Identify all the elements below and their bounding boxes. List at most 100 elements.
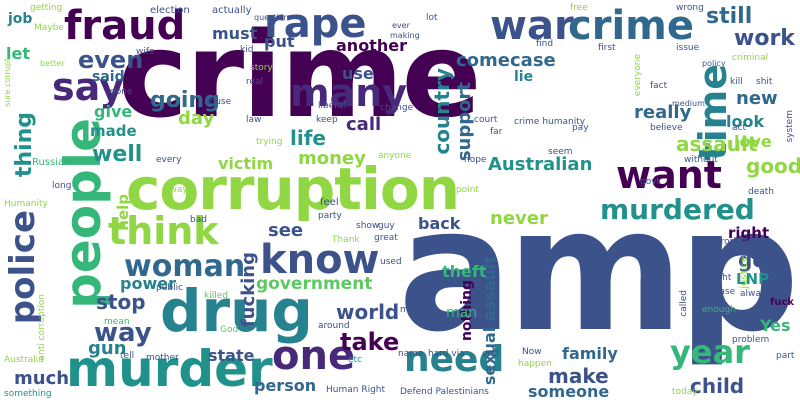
word-first: first: [598, 43, 616, 53]
word-work: work: [734, 26, 795, 51]
word-shit: shit: [756, 77, 773, 87]
word-crime-large: crime: [118, 6, 482, 144]
word-let: let: [6, 44, 30, 63]
word-justice: justice: [739, 256, 750, 289]
word-one: one: [272, 333, 356, 379]
word-policy: policy: [702, 59, 726, 68]
word-without: without: [684, 155, 718, 165]
word-put: put: [264, 32, 295, 51]
word-election: election: [150, 5, 190, 16]
word-world: world: [336, 300, 400, 324]
word-mean: mean: [104, 317, 130, 327]
word-wife: wife: [136, 47, 155, 57]
word-fraud: fraud: [64, 3, 186, 49]
word-law: law: [246, 115, 262, 125]
word-back: back: [418, 214, 461, 233]
word-crime-humanity: crime humanity: [514, 117, 586, 127]
word-Defend-Palestinians: Defend Palestinians: [400, 387, 489, 397]
word-Human-Right: Human Right: [326, 385, 386, 395]
word-end: end: [482, 349, 499, 359]
word-killed: killed: [204, 291, 228, 301]
word-good: good: [746, 154, 800, 178]
word-job: job: [8, 11, 33, 27]
word-liberal: liberal: [318, 101, 346, 111]
word-love: love: [734, 132, 772, 151]
word-jail: jail: [704, 261, 718, 271]
word-thought: thought: [696, 273, 732, 283]
word-murder: murder: [66, 340, 273, 398]
word-fuck: fuck: [770, 297, 795, 308]
word-issue: issue: [676, 43, 700, 53]
word-Yes: Yes: [760, 316, 791, 335]
word-real: real: [246, 77, 264, 87]
word-enough: enough: [702, 305, 736, 315]
word-death: death: [748, 187, 774, 197]
word-system: system: [785, 110, 795, 143]
word-child: child: [690, 374, 745, 398]
word-terrorism: terrorism: [708, 237, 750, 247]
word-God: God: [220, 325, 239, 335]
word-court: court: [474, 115, 498, 125]
word-really: really: [634, 102, 692, 123]
word-drug: drug: [160, 277, 313, 345]
word-much: much: [14, 368, 70, 389]
word-find: find: [536, 39, 554, 49]
word-fucking: fucking: [238, 252, 259, 328]
word-call: call: [346, 114, 382, 135]
word-family: family: [562, 344, 618, 363]
word-woman: woman: [124, 249, 246, 284]
word-war: war: [490, 3, 574, 49]
word-come: come: [456, 50, 510, 71]
word-making: making: [390, 31, 420, 40]
word-seem: seem: [548, 147, 573, 157]
word-victim: victim: [218, 154, 274, 173]
word-part: part: [776, 351, 795, 361]
word-made: made: [90, 122, 137, 140]
word-Australia: Australia: [4, 355, 44, 365]
word-anti-corruption: anti corruption: [37, 294, 47, 361]
word-public: public: [156, 283, 184, 293]
word-case: case: [510, 50, 556, 71]
word-still: still: [706, 4, 753, 29]
word-actually: actually: [212, 5, 252, 16]
word-lie: lie: [514, 69, 534, 85]
word-feel: feel: [320, 197, 339, 208]
word-trying: trying: [256, 137, 283, 147]
word-ever: ever: [392, 21, 410, 30]
word-sure-corrupt: sure corrupt: [3, 58, 12, 107]
word-name: name: [398, 349, 424, 359]
word-take: take: [340, 328, 400, 356]
word-think: think: [108, 209, 219, 253]
word-govt: govt: [640, 177, 661, 187]
word-around: around: [318, 321, 350, 331]
word-called: called: [679, 290, 689, 317]
word-day: day: [178, 108, 215, 129]
word-well: well: [92, 142, 143, 167]
word-change: change: [380, 103, 414, 113]
word-country: country: [430, 68, 454, 155]
word-show: show: [356, 221, 380, 231]
word-party: party: [318, 211, 342, 221]
word-corruption: corruption: [126, 155, 460, 223]
word-state: state: [208, 346, 255, 365]
word-pay: pay: [572, 123, 589, 133]
word-anyone: anyone: [378, 151, 412, 161]
word-police: police: [3, 210, 43, 325]
word-long: long: [52, 181, 72, 191]
word-someone: someone: [528, 382, 610, 401]
word-never: never: [490, 208, 548, 229]
word-money: money: [298, 148, 366, 169]
word-believe: believe: [650, 123, 683, 133]
word-everyone: everyone: [633, 54, 643, 97]
word-make: make: [548, 364, 609, 388]
word-always: always: [740, 289, 771, 299]
word-life: life: [290, 126, 326, 150]
word-done: done: [110, 87, 133, 97]
word-better: better: [40, 59, 65, 68]
word-mother: mother: [146, 353, 179, 363]
word-know: know: [260, 237, 380, 283]
word-guy: guy: [378, 221, 395, 231]
word-look: look: [726, 112, 765, 131]
word-today: today: [672, 387, 698, 397]
word-see: see: [268, 220, 304, 241]
